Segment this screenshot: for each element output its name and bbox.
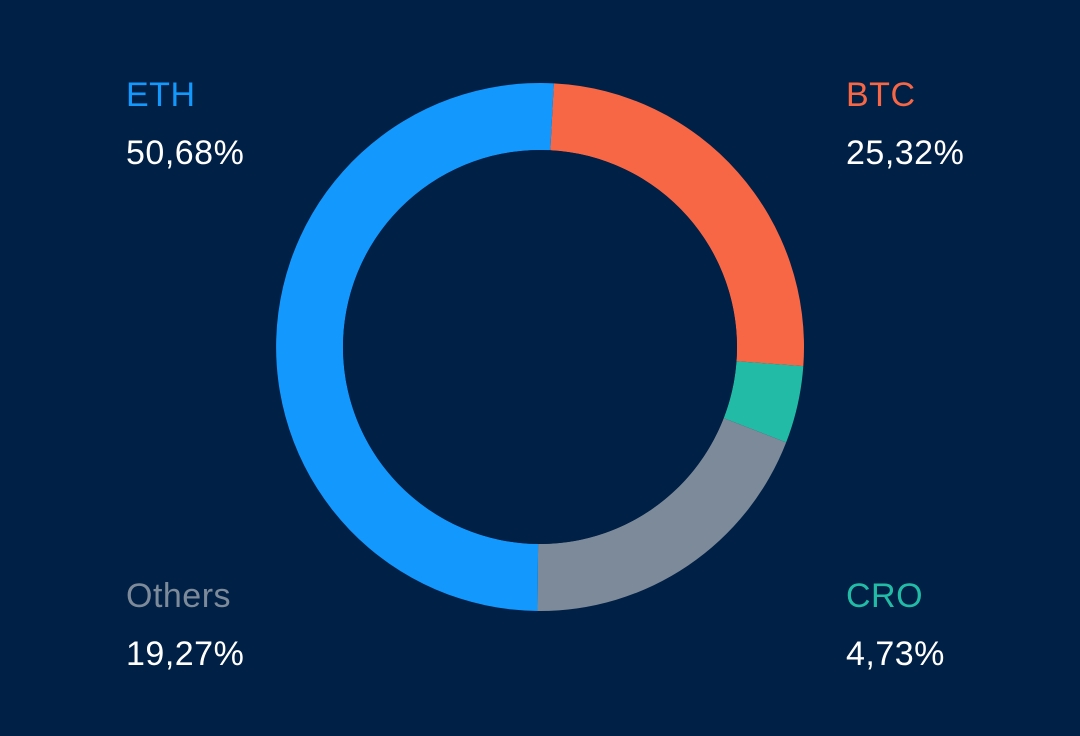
legend-item-btc[interactable]: BTC 25,32% xyxy=(846,76,964,172)
legend-value-cro: 4,73% xyxy=(846,635,945,673)
legend-value-eth: 50,68% xyxy=(126,134,245,172)
legend-value-others: 19,27% xyxy=(126,635,245,673)
legend-label-btc: BTC xyxy=(846,76,916,114)
legend-item-others[interactable]: Others 19,27% xyxy=(126,577,244,673)
legend-item-eth[interactable]: ETH 50,68% xyxy=(126,76,244,172)
legend-label-cro: CRO xyxy=(846,577,924,615)
donut-slice-others[interactable] xyxy=(537,418,787,612)
legend-label-eth: ETH xyxy=(126,76,196,114)
donut-slice-eth[interactable] xyxy=(276,83,554,611)
donut-center xyxy=(343,150,737,544)
legend-label-others: Others xyxy=(126,577,232,615)
donut-slice-cro[interactable] xyxy=(723,361,804,443)
legend-value-btc: 25,32% xyxy=(846,134,965,172)
donut-slices xyxy=(276,83,805,612)
donut-slice-btc[interactable] xyxy=(550,83,805,367)
legend-item-cro[interactable]: CRO 4,73% xyxy=(846,577,945,673)
